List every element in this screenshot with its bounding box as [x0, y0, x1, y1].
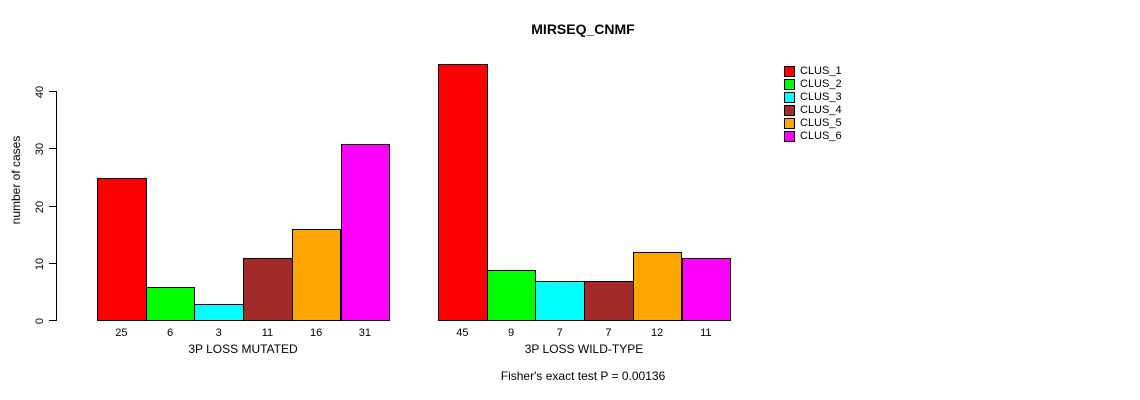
- y-axis-tick-label: 40: [34, 86, 46, 99]
- legend-color-swatch: [784, 66, 795, 77]
- bar-CLUS_2: [145, 286, 196, 321]
- fisher-test-annotation: Fisher's exact test P = 0.00136: [500, 369, 666, 383]
- legend-item-label: CLUS_3: [800, 91, 842, 103]
- legend-item: CLUS_3: [784, 91, 842, 104]
- y-axis-tick: [49, 320, 57, 321]
- legend-color-swatch: [784, 105, 795, 116]
- bar-CLUS_4: [584, 280, 634, 321]
- bar-value-label: 12: [651, 327, 664, 339]
- legend-item-label: CLUS_1: [800, 65, 842, 77]
- y-axis-tick-label: 30: [34, 143, 46, 156]
- bar-value-label: 6: [166, 327, 174, 339]
- legend-color-swatch: [784, 92, 795, 103]
- legend-item-label: CLUS_6: [800, 130, 842, 142]
- y-axis-tick: [49, 148, 57, 150]
- y-axis-tick: [49, 262, 57, 264]
- bar-value-label: 31: [358, 327, 371, 339]
- bar-CLUS_2: [486, 269, 537, 321]
- y-axis-title: number of cases: [9, 135, 23, 225]
- legend-item-label: CLUS_5: [800, 117, 842, 129]
- chart-title: MIRSEQ_CNMF: [531, 21, 635, 37]
- bar-value-label: 25: [115, 327, 128, 339]
- legend-item-label: CLUS_4: [800, 104, 842, 116]
- y-axis-tick: [49, 205, 57, 207]
- bar-CLUS_5: [632, 252, 683, 321]
- bar-value-label: 3: [215, 327, 222, 339]
- legend-item: CLUS_1: [784, 65, 842, 78]
- legend-item: CLUS_4: [784, 104, 842, 117]
- y-axis-tick-label: 10: [34, 257, 46, 270]
- bar-value-label: 7: [605, 327, 612, 339]
- bar-CLUS_1: [438, 63, 488, 321]
- bar-CLUS_3: [194, 303, 245, 321]
- group-label-mutated: 3P LOSS MUTATED: [188, 342, 298, 356]
- y-axis-tick: [49, 91, 57, 93]
- bar-value-label: 45: [456, 327, 469, 339]
- bar-value-label: 11: [700, 327, 712, 339]
- legend-color-swatch: [784, 79, 795, 90]
- bar-CLUS_3: [535, 280, 586, 321]
- bar-value-label: 9: [507, 327, 515, 339]
- legend-color-swatch: [784, 131, 795, 142]
- bar-CLUS_1: [97, 178, 147, 321]
- bar-CLUS_6: [340, 143, 391, 321]
- legend-item: CLUS_5: [784, 117, 842, 130]
- legend-item: CLUS_2: [784, 78, 842, 91]
- legend-color-swatch: [784, 118, 795, 129]
- y-axis-tick-label: 20: [34, 200, 46, 213]
- bar-value-label: 7: [556, 327, 563, 339]
- group-label-wild-type: 3P LOSS WILD-TYPE: [524, 342, 644, 356]
- bar-value-label: 16: [310, 327, 323, 339]
- bar-CLUS_4: [243, 258, 293, 321]
- bar-value-label: 11: [261, 327, 274, 339]
- legend-item-label: CLUS_2: [800, 78, 842, 90]
- bar-CLUS_6: [681, 258, 732, 321]
- legend-item: CLUS_6: [784, 130, 842, 143]
- y-axis-tick-label: 0: [34, 317, 46, 325]
- bar-CLUS_5: [291, 229, 342, 321]
